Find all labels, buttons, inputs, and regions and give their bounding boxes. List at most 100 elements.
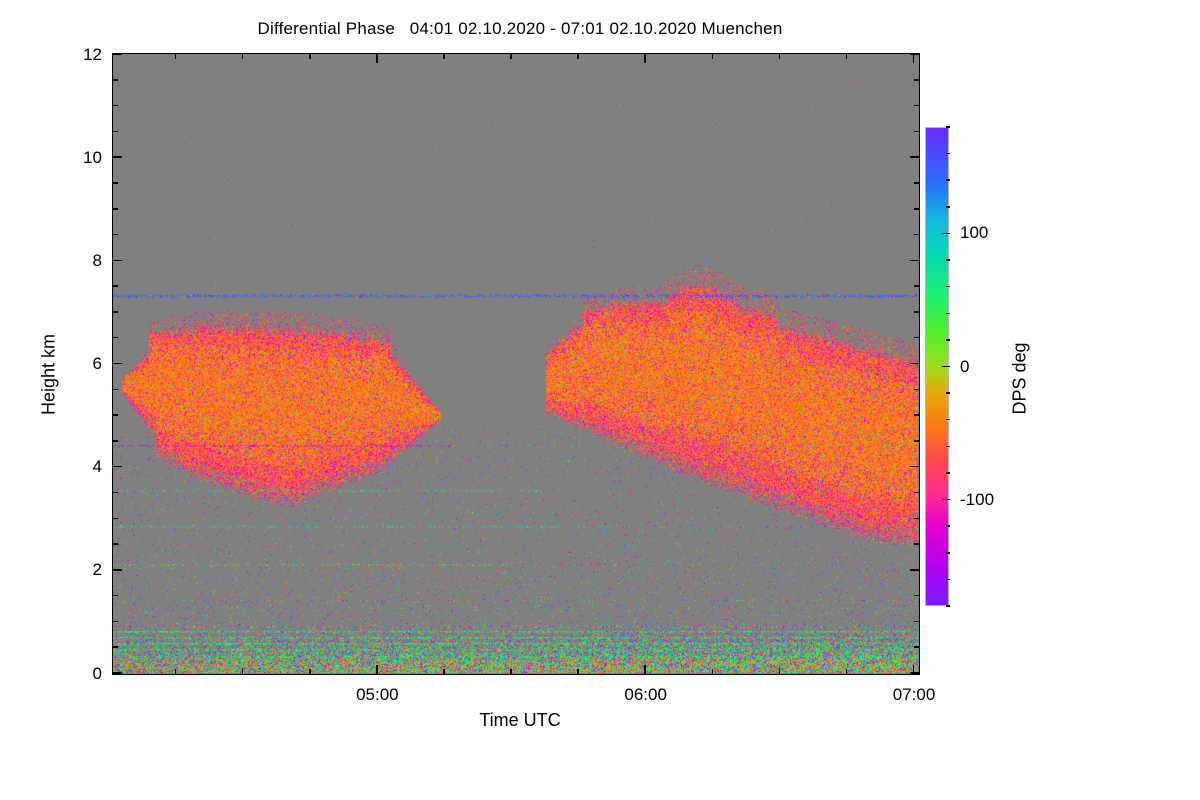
colorbar-tick xyxy=(946,312,950,315)
y-axis-label: Height km xyxy=(38,333,59,416)
y-tick xyxy=(113,104,118,107)
colorbar-tick xyxy=(942,498,950,501)
colorbar-tick xyxy=(946,206,950,208)
y-tick-right xyxy=(914,336,919,339)
x-tick xyxy=(443,669,445,674)
y-tick-right xyxy=(914,646,919,648)
y-tick-label: 4 xyxy=(92,457,102,477)
y-tick xyxy=(113,259,122,262)
x-tick-top xyxy=(644,54,646,63)
y-tick-label: 12 xyxy=(83,44,102,64)
y-tick-right xyxy=(914,517,919,519)
x-tick-top xyxy=(174,54,177,59)
y-tick-right xyxy=(914,285,919,287)
colorbar xyxy=(925,126,950,607)
colorbar-tick xyxy=(946,259,950,261)
y-tick-right xyxy=(914,182,919,184)
y-tick-right xyxy=(914,104,919,107)
x-tick-top xyxy=(241,54,244,59)
colorbar-tick xyxy=(946,445,950,448)
y-tick-label: 8 xyxy=(92,250,102,270)
y-tick-right xyxy=(914,594,919,597)
y-tick xyxy=(113,79,118,81)
x-tick-top xyxy=(309,54,311,59)
y-tick xyxy=(113,491,118,494)
y-tick-right xyxy=(914,491,919,494)
y-tick-right xyxy=(914,440,919,442)
y-tick xyxy=(113,208,118,210)
y-tick xyxy=(113,569,122,571)
y-tick-right xyxy=(914,620,919,623)
colorbar-tick xyxy=(946,392,950,394)
colorbar-tick-label: -100 xyxy=(960,489,995,509)
x-tick-top xyxy=(711,54,714,59)
y-tick xyxy=(113,130,118,133)
y-tick xyxy=(113,543,118,545)
y-tick xyxy=(113,465,122,468)
x-tick-label: 07:00 xyxy=(892,685,936,704)
y-tick-right xyxy=(914,79,919,81)
x-tick xyxy=(644,665,646,674)
y-tick-right xyxy=(914,311,919,313)
colorbar-tick xyxy=(946,126,950,128)
y-tick-right xyxy=(914,543,919,545)
y-tick-right xyxy=(910,54,919,55)
colorbar-tick xyxy=(946,152,950,155)
plot-area xyxy=(112,53,920,675)
colorbar-tick xyxy=(946,472,950,474)
y-tick xyxy=(113,414,118,416)
y-tick xyxy=(113,620,118,623)
colorbar-tick xyxy=(946,339,950,341)
colorbar-tick xyxy=(946,578,950,581)
x-tick-top xyxy=(845,54,848,59)
y-tick xyxy=(113,233,118,236)
x-tick-label: 06:00 xyxy=(624,685,667,704)
colorbar-tick-label: 0 xyxy=(960,356,970,376)
x-tick xyxy=(241,669,244,674)
x-tick xyxy=(711,669,714,674)
x-tick-top xyxy=(912,54,915,63)
y-tick xyxy=(113,672,122,674)
page-title: Differential Phase 04:01 02.10.2020 - 07… xyxy=(257,19,783,38)
y-tick-right xyxy=(910,259,919,262)
x-tick-top xyxy=(778,54,781,59)
colorbar-tick xyxy=(946,285,950,288)
y-tick xyxy=(113,54,122,55)
x-tick-top xyxy=(510,54,512,59)
colorbar-tick xyxy=(946,525,950,527)
radar-heatmap-canvas xyxy=(113,54,918,673)
y-tick-right xyxy=(914,388,919,391)
x-tick xyxy=(174,669,177,674)
x-tick xyxy=(778,669,781,674)
y-tick xyxy=(113,311,118,313)
y-tick xyxy=(113,285,118,287)
y-tick xyxy=(113,156,122,158)
y-tick-label: 6 xyxy=(92,354,102,373)
y-tick xyxy=(113,594,118,597)
y-tick-right xyxy=(910,156,919,158)
y-tick-right xyxy=(914,414,919,416)
x-tick xyxy=(309,669,311,674)
y-tick-label: 0 xyxy=(92,663,102,683)
x-tick-label: 05:00 xyxy=(356,685,399,704)
x-tick-top xyxy=(443,54,445,59)
y-tick xyxy=(113,440,118,442)
y-tick-right xyxy=(914,233,919,236)
colorbar-tick xyxy=(942,232,950,235)
y-tick-right xyxy=(914,130,919,133)
x-tick xyxy=(845,669,848,674)
x-axis-label: Time UTC xyxy=(479,710,561,730)
y-tick-label: 2 xyxy=(92,560,102,580)
colorbar-tick xyxy=(946,552,950,554)
y-tick-right xyxy=(910,569,919,571)
y-tick-right xyxy=(914,208,919,210)
y-tick xyxy=(113,362,122,365)
colorbar-tick xyxy=(946,605,950,607)
colorbar-tick xyxy=(946,179,950,181)
colorbar-tick xyxy=(942,365,950,368)
colorbar-tick xyxy=(946,418,950,421)
colorbar-tick-label: 100 xyxy=(960,223,989,243)
x-tick xyxy=(577,669,579,674)
